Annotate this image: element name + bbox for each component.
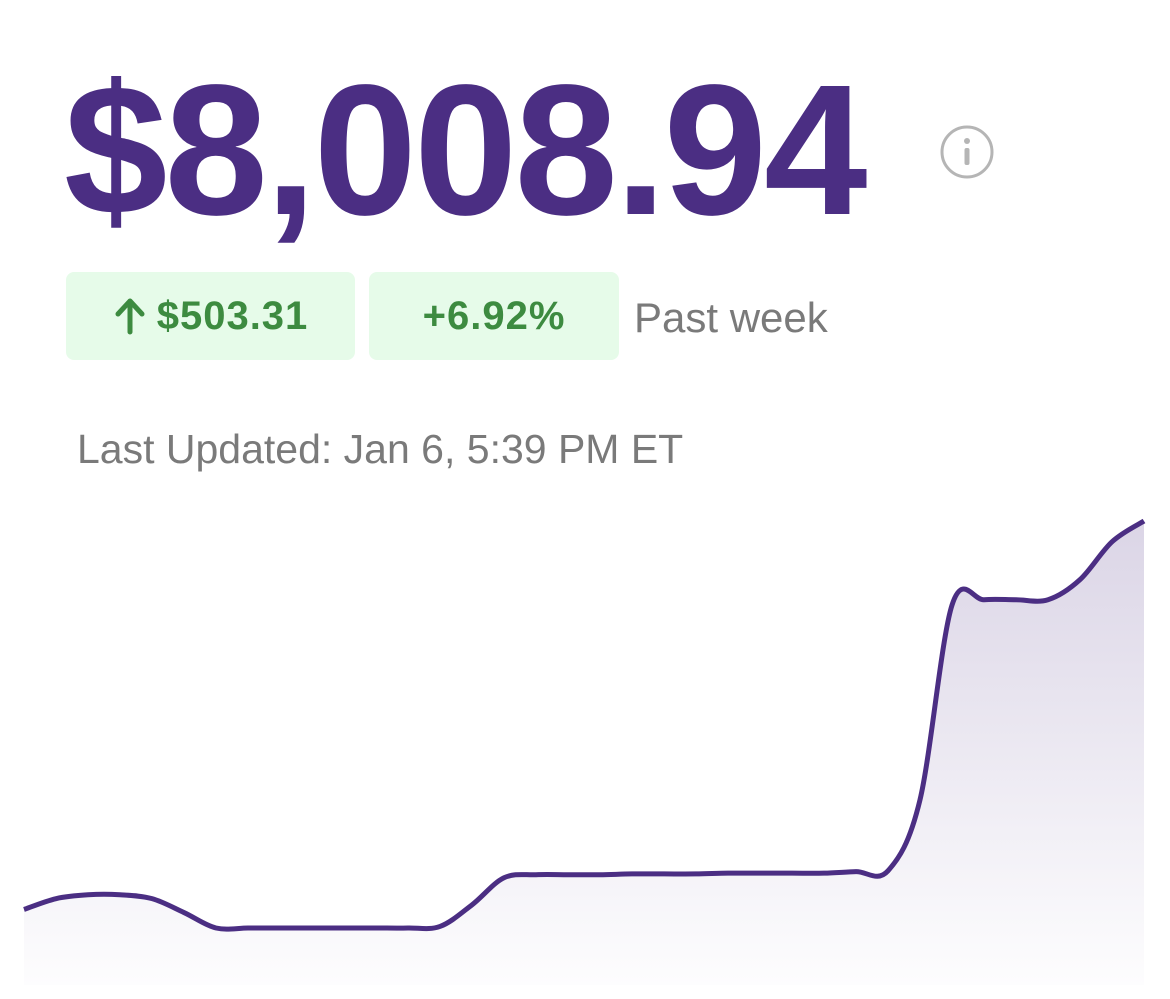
info-icon[interactable] xyxy=(938,124,998,184)
sparkline xyxy=(23,518,1146,932)
sparkline-area xyxy=(24,521,1144,985)
change-percent: +6.92% xyxy=(422,293,566,338)
change-amount: $503.31 xyxy=(156,293,309,338)
up-arrow-icon xyxy=(115,298,145,335)
balance: $8,008.94 xyxy=(64,47,867,254)
change-amount-pill: $503.31 xyxy=(66,272,355,360)
last-updated: Last Updated: Jan 6, 5:39 PM ET xyxy=(77,426,684,472)
change-percent-pill: +6.92% xyxy=(369,272,619,360)
period-label[interactable]: Past week xyxy=(634,294,828,341)
